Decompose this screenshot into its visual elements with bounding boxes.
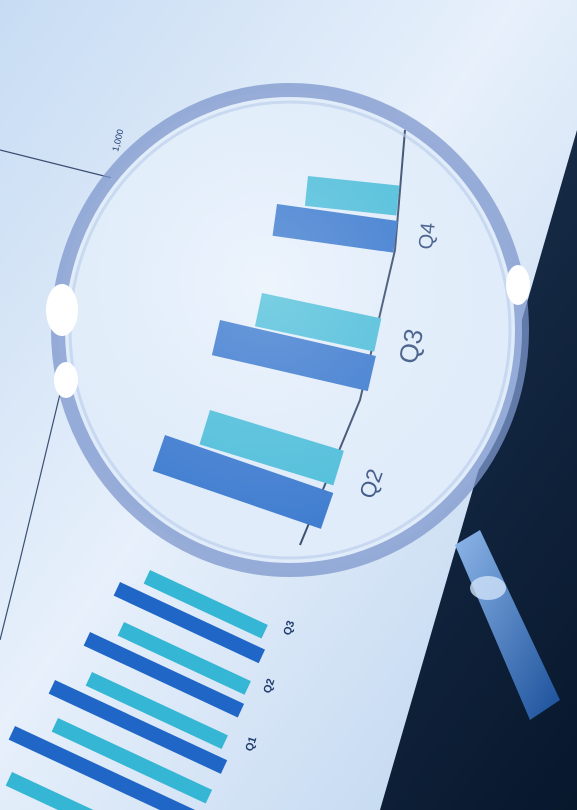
small-label-q2: Q2 <box>261 677 277 695</box>
small-bar <box>113 582 266 664</box>
small-bars <box>5 570 268 810</box>
small-bar <box>143 570 268 639</box>
lens-highlight <box>46 284 78 336</box>
small-bar <box>5 772 148 810</box>
small-label-q1: Q1 <box>243 735 259 753</box>
small-bar <box>85 672 228 749</box>
lens-highlight <box>54 362 78 398</box>
magnifier-handle <box>455 530 560 720</box>
small-bar <box>117 622 251 695</box>
small-bar <box>48 680 228 774</box>
small-bar <box>83 632 245 718</box>
magnifier-lens: Q2 Q3 Q4 <box>46 83 530 577</box>
lens-highlight <box>506 265 530 305</box>
small-bar <box>8 726 206 810</box>
small-bar <box>51 718 213 804</box>
small-label-q3: Q3 <box>281 619 297 637</box>
